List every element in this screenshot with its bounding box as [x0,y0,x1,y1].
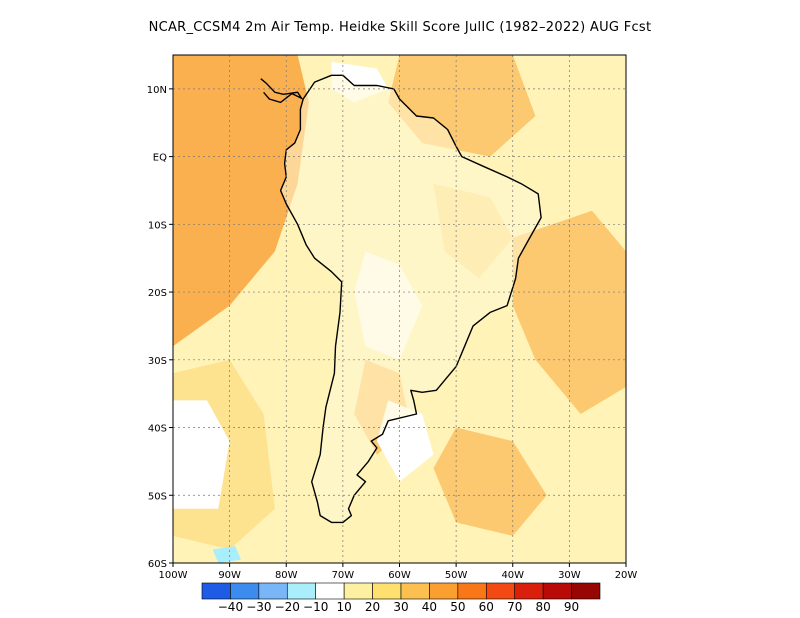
colorbar-swatch [514,582,544,600]
lon-tick-label: 20W [615,570,638,581]
colorbar: −40 −30 −20 −10 10 20 30 40 50 60 70 80 90 [201,582,601,614]
lat-tick-label: 10S [148,220,167,231]
skill-region [173,55,309,347]
colorbar-swatch [201,582,231,600]
lon-tick-label: 60W [388,570,411,581]
colorbar-label: 30 [393,600,408,614]
skill-region [173,400,230,509]
skill-regions [173,55,626,563]
skill-region [433,427,547,536]
lat-tick-label: 60S [148,559,167,570]
colorbar-swatch [258,582,288,600]
longitude-labels: 100W 90W 80W 70W 60W 50W 40W 30W 20W [159,563,638,581]
colorbar-label: 70 [507,600,522,614]
colorbar-swatch [400,582,430,600]
colorbar-swatch [372,582,402,600]
colorbar-label: 20 [365,600,380,614]
colorbar-swatch [230,582,260,600]
colorbar-label: 10 [337,600,352,614]
lat-tick-label: 30S [148,356,167,367]
lat-tick-label: EQ [153,153,167,164]
colorbar-label: −10 [303,600,328,614]
chart-title: NCAR_CCSM4 2m Air Temp. Heidke Skill Sco… [148,20,652,35]
colorbar-swatch [429,582,459,600]
colorbar-label: 80 [536,600,551,614]
lon-tick-label: 100W [159,570,188,581]
lon-tick-label: 80W [275,570,298,581]
lat-tick-label: 50S [148,491,167,502]
colorbar-label: 40 [422,600,437,614]
colorbar-swatch [343,582,373,600]
skill-region [212,546,241,563]
colorbar-label: −20 [275,600,300,614]
colorbar-swatch [571,582,601,600]
colorbar-swatch [542,582,572,600]
colorbar-label: −30 [246,600,271,614]
colorbar-label: 90 [564,600,579,614]
lat-tick-label: 20S [148,288,167,299]
colorbar-swatch [315,582,345,600]
lon-tick-label: 40W [501,570,524,581]
colorbar-swatch [457,582,487,600]
lon-tick-label: 90W [218,570,241,581]
colorbar-label: −40 [218,600,243,614]
lat-tick-label: 40S [148,424,167,435]
skill-region [512,210,626,414]
lon-tick-label: 70W [332,570,355,581]
gridlines [173,55,626,563]
lon-tick-label: 30W [558,570,581,581]
colorbar-swatch [286,582,317,600]
lon-tick-label: 50W [445,570,468,581]
colorbar-label: 50 [450,600,465,614]
central-america-coastline [260,78,304,104]
latitude-labels: 10N EQ 10S 20S 30S 40S 50S 60S [147,85,173,570]
lat-tick-label: 10N [147,85,167,96]
colorbar-label: 60 [479,600,494,614]
colorbar-swatch [485,582,516,600]
